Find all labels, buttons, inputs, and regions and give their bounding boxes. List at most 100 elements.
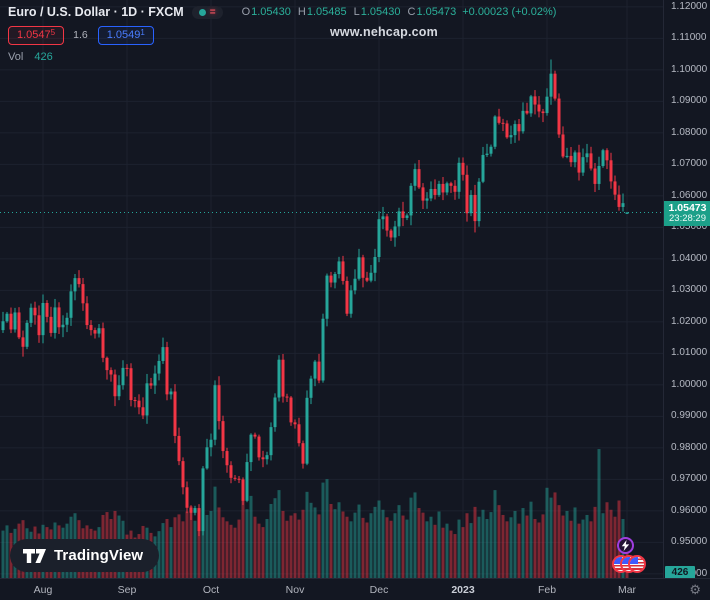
candle-body [385,216,389,231]
price-tick-label: 1.08000 [671,126,708,138]
bid-price-button[interactable]: 1.0547 5 [8,25,65,45]
volume-bar [329,503,333,578]
candle-body [569,155,573,163]
candle-body [37,315,41,336]
candle-body [545,96,549,114]
economic-event-flags[interactable] [612,555,646,573]
candle-body [597,165,601,184]
volume-bar [509,517,513,578]
volume-bar [525,515,529,578]
change-value: +0.00023 (+0.02%) [462,6,557,18]
volume-bar [609,509,613,578]
volume-bar [233,527,237,578]
candle-body [285,396,289,398]
candle-wick [110,367,112,382]
candle-body [589,153,593,169]
volume-bar [481,509,485,578]
tradingview-logo[interactable]: TradingView [10,539,160,572]
candle-body [561,134,565,157]
volume-bar [389,520,393,578]
candle-body [517,124,521,132]
price-tick-label: 0.95000 [671,536,708,548]
candle-body [369,272,373,281]
settings-gear-icon[interactable]: ⚙ [689,582,701,597]
volume-bar [593,506,597,578]
candle-body [209,439,213,448]
candle-body [189,507,193,513]
volume-bar [305,491,309,578]
price-tick-label: 0.97000 [671,473,708,485]
candle-body [173,391,177,436]
volume-bar [529,501,533,578]
candle-body [253,434,257,437]
candle-body [197,508,201,532]
candle-body [417,169,421,188]
candle-wick [566,147,568,159]
candle-body [433,188,437,195]
candle-body [349,290,353,314]
candle-body [461,162,465,175]
price-tick-label: 1.12000 [671,0,708,12]
candle-wick [450,181,452,193]
candle-body [69,291,73,318]
market-status-pill[interactable]: = [191,5,223,19]
time-tick-label: 2023 [451,584,475,596]
volume-bar [581,519,585,578]
candle-body [473,194,477,222]
volume-bar [377,500,381,578]
time-tick-label: Mar [617,584,637,596]
candle-body [281,359,285,397]
time-axis[interactable]: ⚙ Aug Sep Oct Nov Dec 2023 Feb Mar [0,578,710,600]
ohlc-readout: O 1.05430 H 1.05485 L 1.05430 C 1.05473 +0.0… [235,6,557,18]
candle-body [1,321,5,331]
volume-bar [485,519,489,578]
volume-bar [569,520,573,578]
ask-price-button[interactable]: 1.0549 1 [97,25,154,45]
price-tick-label: 0.96000 [671,504,708,516]
candle-body [85,303,89,326]
candle-body [65,317,69,325]
event-lightning-icon[interactable] [617,537,634,554]
candle-body [201,468,205,532]
volume-bar [537,522,541,578]
candle-body [205,447,209,469]
ohlc-close-label: C [407,6,416,18]
candle-body [45,303,49,317]
volume-bar [353,512,357,578]
volume-bar [181,521,185,578]
volume-bar [453,534,457,578]
time-tick-label: Aug [33,584,53,596]
candle-body [245,462,249,501]
ohlc-close-value: 1.05473 [416,6,457,18]
volume-bar [221,517,225,578]
candle-body [21,337,25,347]
chart-canvas[interactable]: www.nehcap.com [0,0,663,578]
candle-body [485,153,489,155]
candle-body [309,378,313,398]
volume-bar [413,492,417,578]
volume-value: 426 [34,51,53,63]
candle-body [465,174,469,214]
candle-wick [526,102,528,115]
candle-body [109,370,113,375]
candle-body [393,226,397,238]
volume-bar [449,530,453,578]
candle-body [625,212,629,214]
price-axis[interactable]: 0.940000.950000.960000.970000.980000.990… [663,0,710,579]
candle-body [613,181,617,195]
volume-bar [273,498,277,578]
candle-body [449,183,453,186]
volume-bar [337,502,341,578]
candle-body [533,96,537,105]
volume-bar [333,509,337,578]
candle-body [193,508,197,513]
candle-body [469,194,473,214]
candle-body [585,153,589,158]
price-tick-label: 1.05000 [671,221,708,233]
candle-body [581,157,585,173]
candle-body [525,110,529,114]
symbol-title[interactable]: Euro / U.S. Dollar · 1D · FXCM [8,5,184,19]
candle-body [277,359,281,398]
volume-bar [601,513,605,578]
volume-bar [549,497,553,578]
